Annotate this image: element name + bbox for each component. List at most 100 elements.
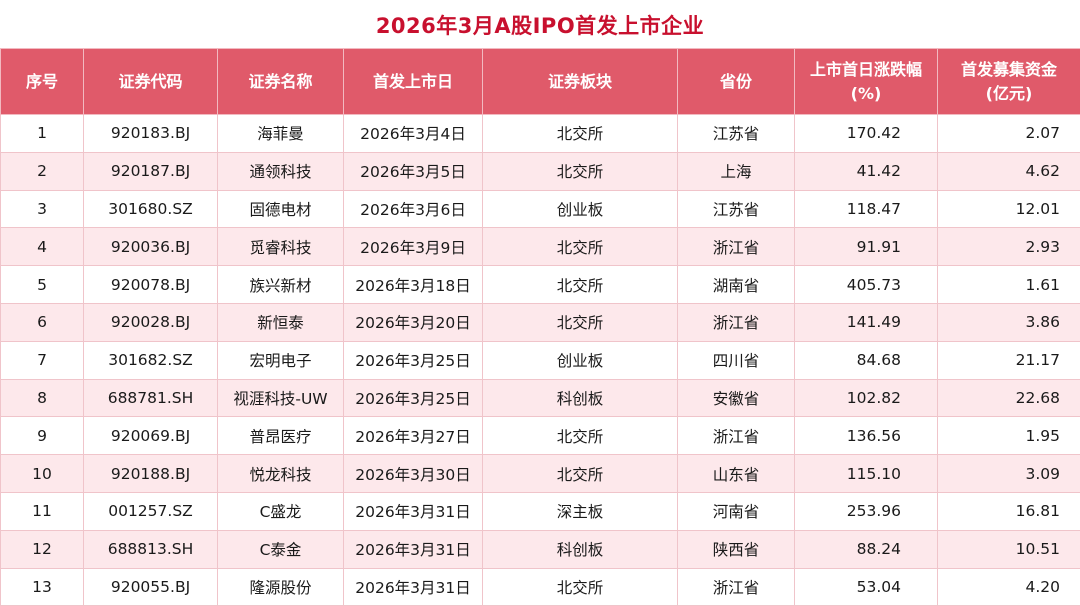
cell-first-day-change: 88.24 [794, 529, 938, 569]
cell-province: 浙江省 [677, 567, 795, 606]
cell-name: 视涯科技-UW [217, 378, 344, 418]
cell-name: 觅睿科技 [217, 227, 344, 267]
cell-index: 11 [0, 491, 84, 531]
table-row: 3 301680.SZ 固德电材 2026年3月6日 创业板 江苏省 118.47 12.01 [0, 189, 1080, 229]
header-cell-code: 证券代码 [83, 48, 218, 115]
cell-funds-raised: 1.61 [937, 265, 1080, 304]
cell-name: 海菲曼 [217, 114, 344, 153]
table-row: 2 920187.BJ 通领科技 2026年3月5日 北交所 上海 41.42 4.62 [0, 151, 1080, 191]
cell-date: 2026年3月31日 [343, 491, 483, 531]
cell-board: 北交所 [482, 454, 678, 493]
cell-first-day-change: 91.91 [794, 227, 938, 267]
header-cell-board: 证券板块 [482, 48, 678, 115]
cell-code: 001257.SZ [83, 491, 218, 531]
cell-code: 688813.SH [83, 529, 218, 569]
cell-date: 2026年3月9日 [343, 227, 483, 267]
cell-date: 2026年3月31日 [343, 567, 483, 606]
cell-index: 6 [0, 302, 84, 342]
ipo-table: 序号 证券代码 证券名称 首发上市日 证券板块 省份 上市首日涨跌幅 (%) 首… [0, 48, 1080, 606]
cell-board: 北交所 [482, 416, 678, 456]
cell-first-day-change: 141.49 [794, 302, 938, 342]
cell-board: 北交所 [482, 302, 678, 342]
cell-province: 湖南省 [677, 265, 795, 304]
header-cell-name: 证券名称 [217, 48, 344, 115]
cell-funds-raised: 22.68 [937, 378, 1080, 418]
table-row: 8 688781.SH 视涯科技-UW 2026年3月25日 科创板 安徽省 102.82 2… [0, 378, 1080, 418]
cell-board: 北交所 [482, 227, 678, 267]
cell-board: 深主板 [482, 491, 678, 531]
cell-board: 北交所 [482, 567, 678, 606]
cell-name: C盛龙 [217, 491, 344, 531]
cell-name: 固德电材 [217, 189, 344, 229]
cell-name: C泰金 [217, 529, 344, 569]
cell-date: 2026年3月4日 [343, 114, 483, 153]
cell-code: 920187.BJ [83, 151, 218, 191]
table-title: 2026年3月A股IPO首发上市企业 [375, 14, 705, 38]
cell-funds-raised: 16.81 [937, 491, 1080, 531]
cell-index: 5 [0, 265, 84, 304]
cell-province: 江苏省 [677, 114, 795, 153]
cell-province: 四川省 [677, 340, 795, 380]
cell-index: 8 [0, 378, 84, 418]
table-row: 5 920078.BJ 族兴新材 2026年3月18日 北交所 湖南省 405.73 1.61 [0, 265, 1080, 304]
cell-date: 2026年3月25日 [343, 340, 483, 380]
cell-funds-raised: 1.95 [937, 416, 1080, 456]
cell-first-day-change: 118.47 [794, 189, 938, 229]
cell-code: 920028.BJ [83, 302, 218, 342]
cell-first-day-change: 170.42 [794, 114, 938, 153]
cell-index: 3 [0, 189, 84, 229]
cell-board: 科创板 [482, 378, 678, 418]
cell-province: 浙江省 [677, 227, 795, 267]
cell-name: 族兴新材 [217, 265, 344, 304]
cell-name: 新恒泰 [217, 302, 344, 342]
table-row: 6 920028.BJ 新恒泰 2026年3月20日 北交所 浙江省 141.49 3.86 [0, 302, 1080, 342]
header-cell-province: 省份 [677, 48, 795, 115]
cell-code: 920069.BJ [83, 416, 218, 456]
cell-date: 2026年3月27日 [343, 416, 483, 456]
cell-first-day-change: 405.73 [794, 265, 938, 304]
cell-board: 创业板 [482, 189, 678, 229]
cell-index: 7 [0, 340, 84, 380]
table-row: 11 001257.SZ C盛龙 2026年3月31日 深主板 河南省 253.96 16.8… [0, 491, 1080, 531]
cell-province: 安徽省 [677, 378, 795, 418]
cell-name: 悦龙科技 [217, 454, 344, 493]
table-row: 9 920069.BJ 普昂医疗 2026年3月27日 北交所 浙江省 136.56 1.95 [0, 416, 1080, 456]
cell-province: 陕西省 [677, 529, 795, 569]
table-row: 7 301682.SZ 宏明电子 2026年3月25日 创业板 四川省 84.68 21.17 [0, 340, 1080, 380]
cell-province: 上海 [677, 151, 795, 191]
cell-province: 山东省 [677, 454, 795, 493]
cell-funds-raised: 2.07 [937, 114, 1080, 153]
cell-first-day-change: 53.04 [794, 567, 938, 606]
cell-code: 301680.SZ [83, 189, 218, 229]
cell-date: 2026年3月6日 [343, 189, 483, 229]
cell-funds-raised: 3.86 [937, 302, 1080, 342]
cell-first-day-change: 84.68 [794, 340, 938, 380]
cell-date: 2026年3月31日 [343, 529, 483, 569]
cell-date: 2026年3月30日 [343, 454, 483, 493]
table-row: 10 920188.BJ 悦龙科技 2026年3月30日 北交所 山东省 115.10 3.0… [0, 454, 1080, 493]
header-row: 序号 证券代码 证券名称 首发上市日 证券板块 省份 上市首日涨跌幅 (%) 首… [0, 48, 1080, 115]
cell-index: 1 [0, 114, 84, 153]
cell-first-day-change: 253.96 [794, 491, 938, 531]
cell-index: 12 [0, 529, 84, 569]
cell-index: 9 [0, 416, 84, 456]
cell-code: 920055.BJ [83, 567, 218, 606]
cell-funds-raised: 4.62 [937, 151, 1080, 191]
cell-funds-raised: 2.93 [937, 227, 1080, 267]
table-row: 4 920036.BJ 觅睿科技 2026年3月9日 北交所 浙江省 91.91 2.93 [0, 227, 1080, 267]
cell-code: 920183.BJ [83, 114, 218, 153]
cell-board: 北交所 [482, 151, 678, 191]
cell-province: 浙江省 [677, 302, 795, 342]
cell-code: 920036.BJ [83, 227, 218, 267]
cell-index: 2 [0, 151, 84, 191]
cell-board: 北交所 [482, 114, 678, 153]
cell-province: 江苏省 [677, 189, 795, 229]
header-cell-date: 首发上市日 [343, 48, 483, 115]
cell-funds-raised: 3.09 [937, 454, 1080, 493]
cell-province: 浙江省 [677, 416, 795, 456]
table-row: 1 920183.BJ 海菲曼 2026年3月4日 北交所 江苏省 170.42 2.07 [0, 114, 1080, 153]
cell-funds-raised: 12.01 [937, 189, 1080, 229]
cell-board: 科创板 [482, 529, 678, 569]
cell-index: 13 [0, 567, 84, 606]
